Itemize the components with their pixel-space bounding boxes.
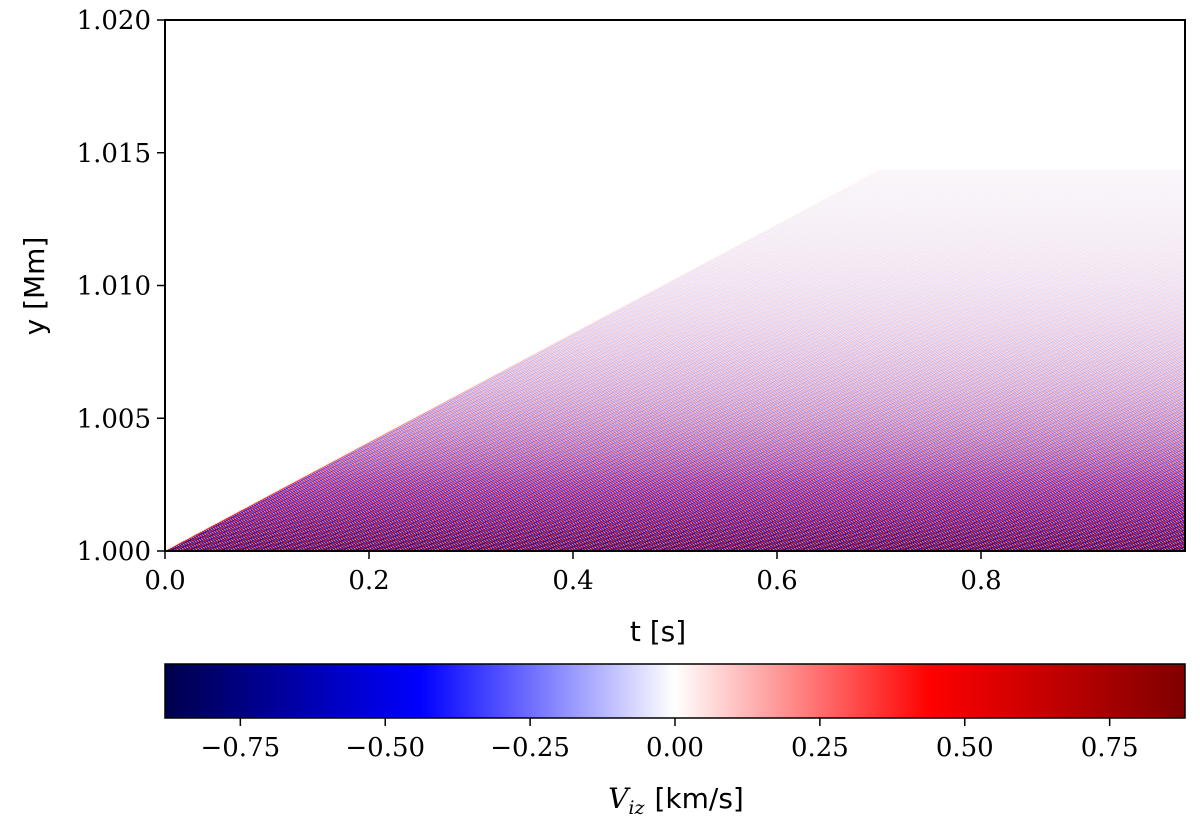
colorbar-tick-label: −0.25 <box>490 733 570 763</box>
x-tick-label: 0.2 <box>348 566 389 596</box>
y-tick-label: 1.020 <box>77 6 151 36</box>
y-tick-label: 1.005 <box>77 404 151 434</box>
colorbar-ticks: −0.75 −0.50 −0.25 0.00 0.25 0.50 0.75 <box>200 718 1139 763</box>
colorbar-label-unit: [km/s] <box>654 782 743 815</box>
x-axis-label: t [s] <box>630 615 686 648</box>
colorbar-label: Viz [km/s] <box>608 782 744 819</box>
colorbar-tick-label: −0.75 <box>200 733 280 763</box>
x-tick-label: 0.4 <box>552 566 593 596</box>
heatmap-image <box>165 20 1185 551</box>
y-tick-label: 1.000 <box>77 537 151 567</box>
x-axis-ticks: 0.0 0.2 0.4 0.6 0.8 <box>144 551 1002 596</box>
x-tick-label: 0.0 <box>144 566 185 596</box>
colorbar-label-subscript: iz <box>628 797 645 819</box>
colorbar-tick-label: 0.50 <box>936 733 994 763</box>
colorbar-tick-label: 0.00 <box>646 733 704 763</box>
x-tick-label: 0.6 <box>756 566 797 596</box>
x-tick-label: 0.8 <box>960 566 1001 596</box>
colorbar-tick-label: −0.50 <box>345 733 425 763</box>
y-axis-ticks: 1.000 1.005 1.010 1.015 1.020 <box>77 6 165 567</box>
y-tick-label: 1.010 <box>77 272 151 302</box>
colorbar <box>164 663 1186 719</box>
colorbar-tick-label: 0.75 <box>1081 733 1139 763</box>
colorbar-tick-label: 0.25 <box>791 733 849 763</box>
y-axis-label: y [Mm] <box>18 237 51 336</box>
y-tick-label: 1.015 <box>77 139 151 169</box>
colorbar-label-symbol: V <box>608 782 631 815</box>
